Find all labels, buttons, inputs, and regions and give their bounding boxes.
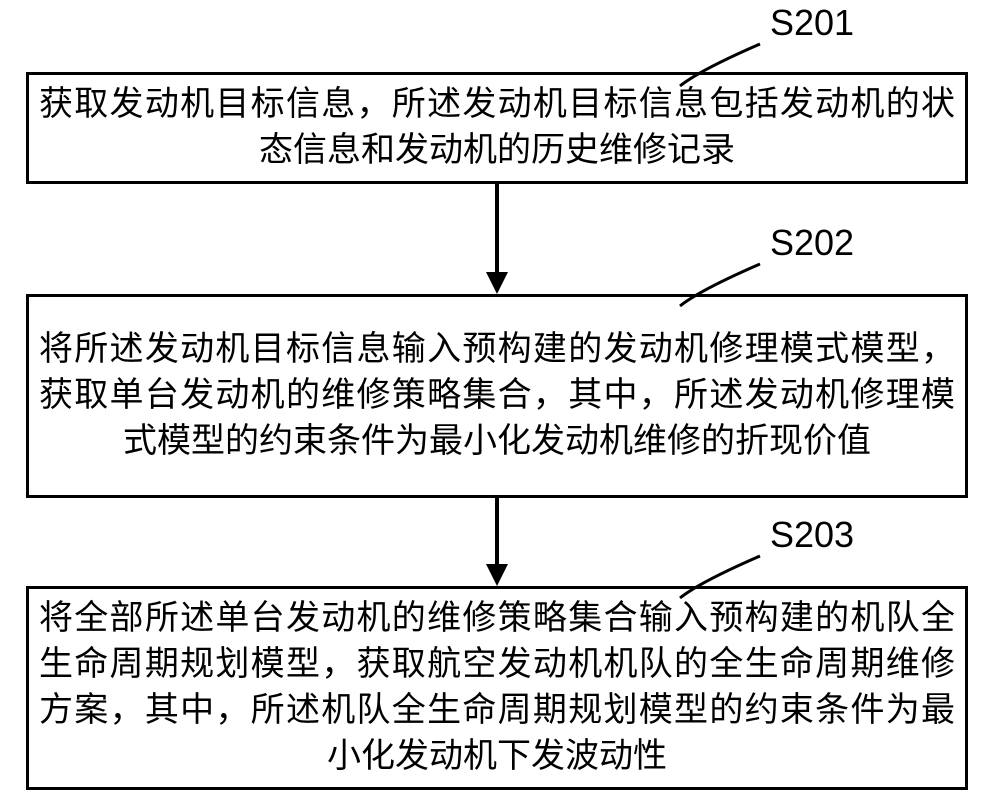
arrow-head-icon-1 [486, 564, 508, 586]
step-text-s201: 获取发动机目标信息，所述发动机目标信息包括发动机的状态信息和发动机的历史维修记录 [39, 82, 955, 174]
step-box-s202: 将所述发动机目标信息输入预构建的发动机修理模式模型，获取单台发动机的维修策略集合… [26, 294, 968, 498]
arrow-shaft-0 [495, 184, 499, 272]
step-label-s201: S201 [770, 2, 854, 44]
arrow-shaft-1 [495, 498, 499, 564]
step-label-s203: S203 [770, 514, 854, 556]
label-connector-s203 [676, 552, 764, 602]
step-box-s203: 将全部所述单台发动机的维修策略集合输入预构建的机队全生命周期规划模型，获取航空发… [26, 586, 968, 790]
arrow-head-icon-0 [486, 272, 508, 294]
step-text-s203: 将全部所述单台发动机的维修策略集合输入预构建的机队全生命周期规划模型，获取航空发… [39, 596, 955, 780]
label-connector-s201 [676, 40, 764, 90]
step-label-s202: S202 [770, 222, 854, 264]
flowchart-canvas: 获取发动机目标信息，所述发动机目标信息包括发动机的状态信息和发动机的历史维修记录… [0, 0, 1000, 801]
step-text-s202: 将所述发动机目标信息输入预构建的发动机修理模式模型，获取单台发动机的维修策略集合… [39, 327, 955, 465]
label-connector-s202 [676, 260, 764, 310]
step-box-s201: 获取发动机目标信息，所述发动机目标信息包括发动机的状态信息和发动机的历史维修记录 [26, 72, 968, 184]
